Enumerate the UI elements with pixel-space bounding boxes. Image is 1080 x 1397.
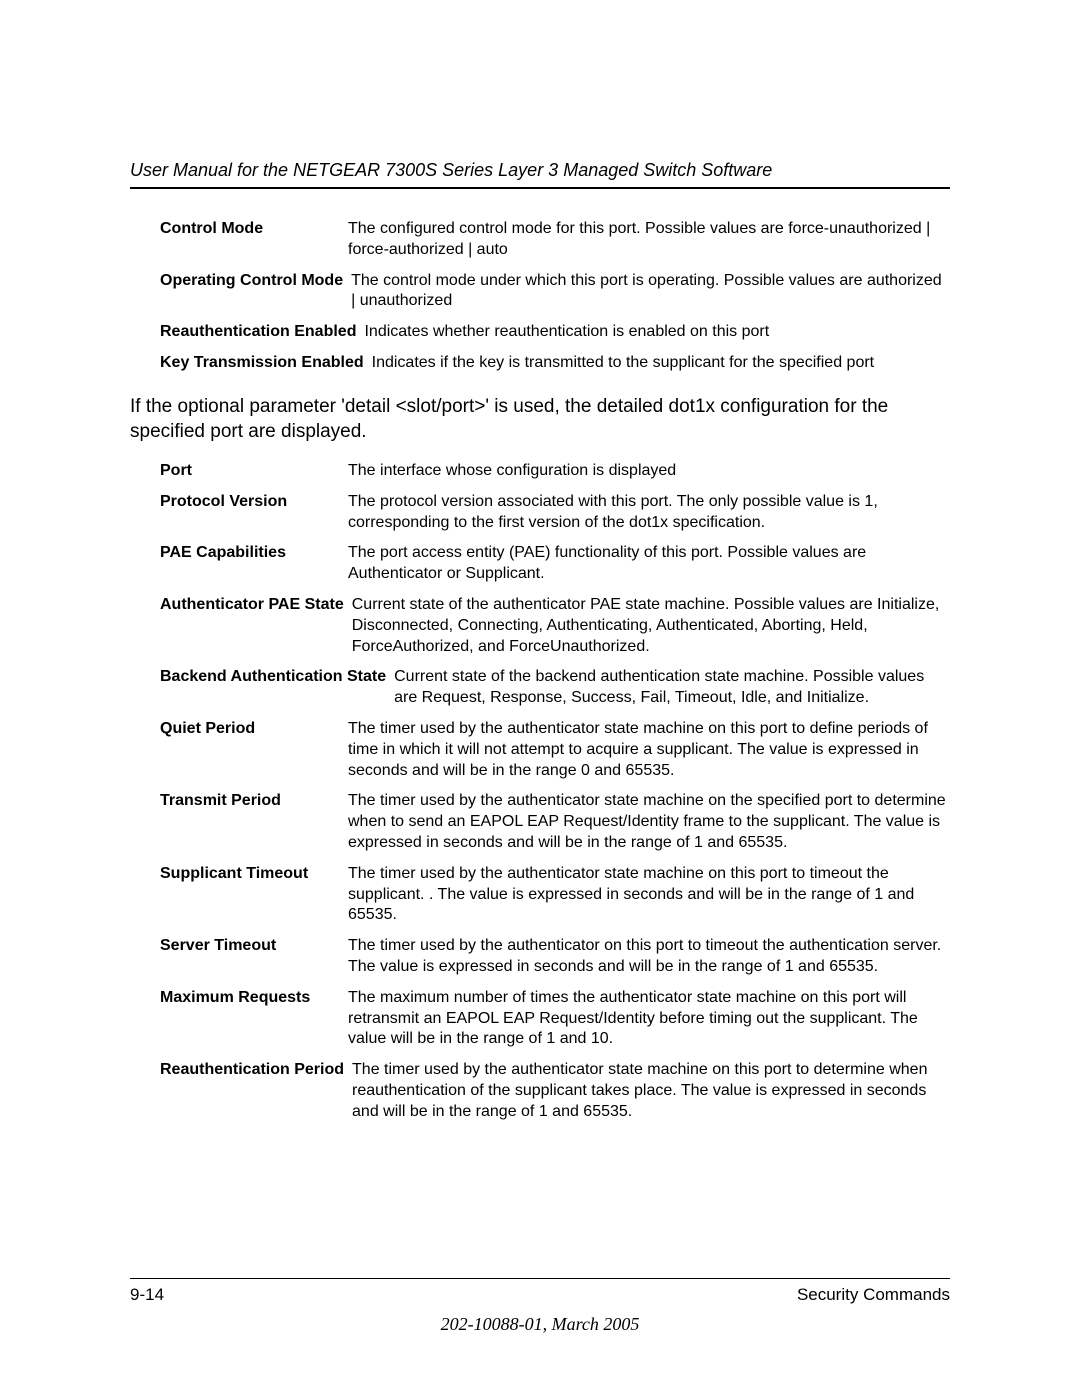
definition-description: The port access entity (PAE) functionali… [348, 543, 950, 585]
definition-entry: Authenticator PAE StateCurrent state of … [160, 595, 950, 657]
definition-term: Control Mode [160, 219, 348, 240]
definition-entry: Control ModeThe configured control mode … [160, 219, 950, 261]
definition-entry: PAE CapabilitiesThe port access entity (… [160, 543, 950, 585]
definition-description: The maximum number of times the authenti… [348, 988, 950, 1050]
page-number: 9-14 [130, 1285, 164, 1305]
definition-entry: Operating Control ModeThe control mode u… [160, 271, 950, 313]
definition-description: The timer used by the authenticator stat… [348, 719, 950, 781]
definition-entry: Key Transmission EnabledIndicates if the… [160, 353, 950, 374]
definition-term: Reauthentication Enabled [160, 322, 364, 343]
definition-term: Transmit Period [160, 791, 348, 812]
definition-term: Maximum Requests [160, 988, 348, 1009]
definition-term: Port [160, 461, 348, 482]
definition-description: The timer used by the authenticator stat… [348, 864, 950, 926]
definition-entry: PortThe interface whose configuration is… [160, 461, 950, 482]
definition-description: The timer used by the authenticator stat… [352, 1060, 950, 1122]
running-header: User Manual for the NETGEAR 7300S Series… [130, 160, 950, 189]
definition-description: Indicates whether reauthentication is en… [364, 322, 950, 343]
definition-description: The control mode under which this port i… [351, 271, 950, 313]
detail-definition-list: PortThe interface whose configuration is… [160, 461, 950, 1123]
definition-term: Reauthentication Period [160, 1060, 352, 1081]
definition-entry: Protocol VersionThe protocol version ass… [160, 492, 950, 534]
definition-description: The configured control mode for this por… [348, 219, 950, 261]
definition-description: Current state of the backend authenticat… [394, 667, 950, 709]
document-page: User Manual for the NETGEAR 7300S Series… [0, 0, 1080, 1397]
definition-entry: Quiet PeriodThe timer used by the authen… [160, 719, 950, 781]
definition-term: PAE Capabilities [160, 543, 348, 564]
definition-description: Current state of the authenticator PAE s… [352, 595, 950, 657]
definition-entry: Maximum RequestsThe maximum number of ti… [160, 988, 950, 1050]
definition-term: Server Timeout [160, 936, 348, 957]
definition-description: Indicates if the key is transmitted to t… [372, 353, 950, 374]
definition-term: Supplicant Timeout [160, 864, 348, 885]
definition-description: The protocol version associated with thi… [348, 492, 950, 534]
definition-term: Key Transmission Enabled [160, 353, 372, 374]
definition-description: The timer used by the authenticator on t… [348, 936, 950, 978]
section-title: Security Commands [797, 1285, 950, 1305]
definition-description: The timer used by the authenticator stat… [348, 791, 950, 853]
definition-term: Quiet Period [160, 719, 348, 740]
intro-definition-list: Control ModeThe configured control mode … [160, 219, 950, 374]
definition-term: Operating Control Mode [160, 271, 351, 292]
definition-term: Authenticator PAE State [160, 595, 352, 616]
definition-entry: Reauthentication PeriodThe timer used by… [160, 1060, 950, 1122]
mid-paragraph: If the optional parameter 'detail <slot/… [130, 394, 950, 445]
document-id: 202-10088-01, March 2005 [0, 1314, 1080, 1335]
definition-entry: Supplicant TimeoutThe timer used by the … [160, 864, 950, 926]
definition-term: Backend Authentication State [160, 667, 394, 688]
definition-description: The interface whose configuration is dis… [348, 461, 950, 482]
definition-term: Protocol Version [160, 492, 348, 513]
definition-entry: Reauthentication EnabledIndicates whethe… [160, 322, 950, 343]
definition-entry: Backend Authentication StateCurrent stat… [160, 667, 950, 709]
definition-entry: Server TimeoutThe timer used by the auth… [160, 936, 950, 978]
footer-line: 9-14 Security Commands [130, 1285, 950, 1305]
footer-rule [130, 1278, 950, 1279]
definition-entry: Transmit PeriodThe timer used by the aut… [160, 791, 950, 853]
